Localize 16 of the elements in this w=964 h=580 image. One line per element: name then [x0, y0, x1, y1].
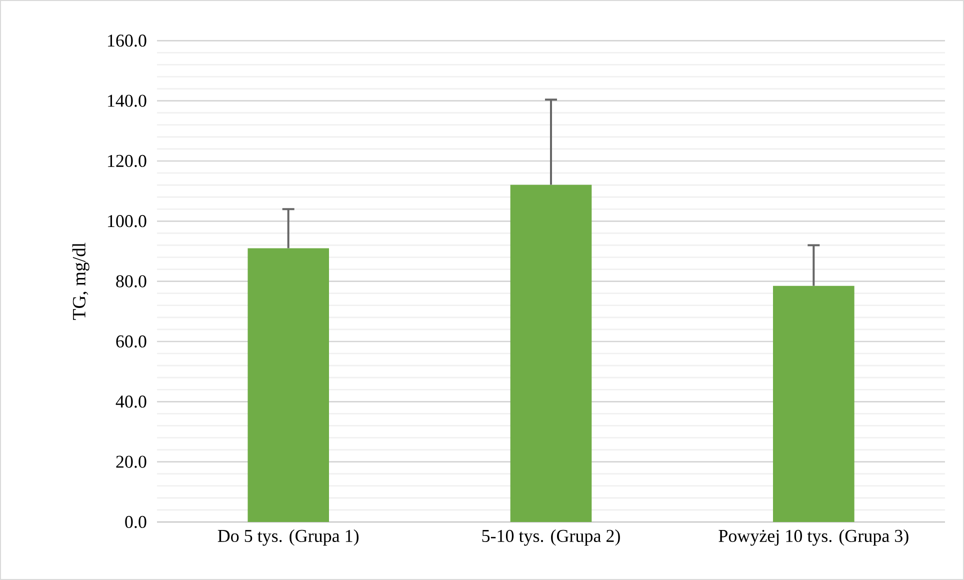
x-tick-label: Powyżej 10 tys. (Grupa 3) — [718, 529, 908, 546]
bar — [772, 286, 854, 522]
bar — [248, 248, 329, 522]
y-tick-label: 0.0 — [125, 516, 146, 528]
y-tick-label: 40.0 — [116, 396, 146, 408]
y-tick-label: 80.0 — [116, 275, 146, 288]
x-tick-label: Do 5 tys. (Grupa 1) — [218, 529, 359, 546]
bar — [510, 184, 592, 522]
y-tick-label: 60.0 — [116, 335, 146, 348]
y-tick-label: 140.0 — [108, 94, 146, 107]
y-tick-label: 160.0 — [108, 34, 146, 47]
y-axis-title: TG, mg/dl — [72, 242, 90, 320]
y-tick-label: 100.0 — [108, 215, 146, 228]
y-tick-label: 120.0 — [108, 154, 146, 168]
y-tick-label: 20.0 — [116, 456, 146, 468]
x-tick-label: 5-10 tys. (Grupa 2) — [482, 529, 620, 546]
